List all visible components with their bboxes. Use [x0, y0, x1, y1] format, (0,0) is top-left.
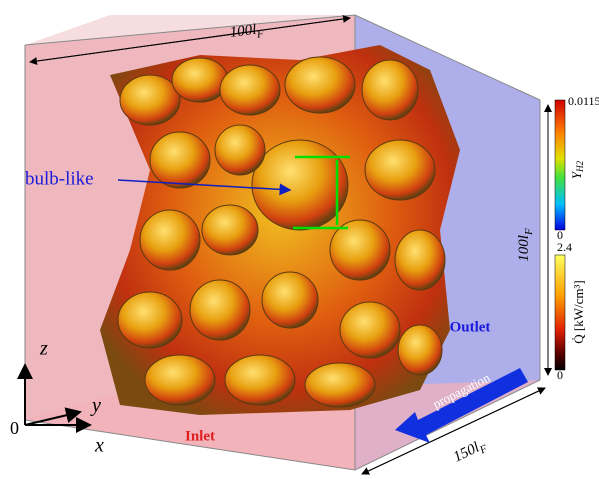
bulb-label: bulb-like [25, 168, 94, 189]
figure: 100lF 100lF 150lF bulb-like Inlet Outlet… [0, 0, 599, 479]
flame-surface [100, 45, 460, 415]
depth-label: 150lF [451, 437, 489, 468]
outlet-label: Outlet [450, 319, 491, 335]
colorbar-max: 2.4 [557, 240, 572, 254]
colorbar-min: 0 [557, 368, 563, 382]
axis-origin: 0 [10, 418, 19, 438]
colorbar-label: Q̇ [kW/cm³] [571, 280, 586, 343]
axis-y: y [90, 395, 101, 417]
colorbar-label: YH2 [569, 160, 585, 179]
axis-z: z [39, 338, 48, 360]
colorbar-max: 0.0115 [568, 94, 599, 108]
axis-x: x [94, 435, 104, 457]
colorbar-q: 2.4 0 Q̇ [kW/cm³] [555, 240, 586, 382]
colorbar-y: 0.0115 0 YH2 [555, 94, 599, 242]
inlet-label: Inlet [185, 428, 215, 444]
